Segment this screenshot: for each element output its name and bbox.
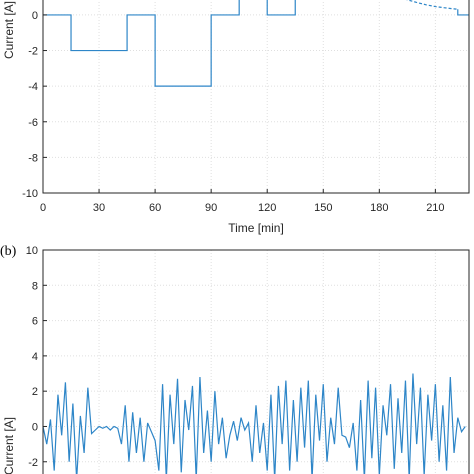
panel-b-lines (42, 373, 466, 474)
panel-b-axes-frame (42, 249, 470, 474)
panel-b-grid (43, 249, 469, 474)
y-tick-label: -2 (28, 46, 38, 58)
x-tick-label: 150 (314, 202, 332, 214)
y-tick-label: 10 (26, 245, 38, 257)
series-line (42, 373, 466, 474)
x-tick-label: 210 (426, 202, 444, 214)
panel-a-y-axis-label: Current [A] (2, 1, 16, 59)
series-line (457, 9, 469, 16)
panel-b: (b) 10 8 6 4 2 0 -2 Current [A] (0, 244, 470, 474)
panel-a-x-axis-label: Time [min] (228, 221, 284, 235)
series-line (406, 0, 458, 10)
x-tick-label: 180 (370, 202, 388, 214)
y-tick-label: 6 (32, 316, 38, 328)
panel-a-y-ticks: -10 -8 -6 -4 -2 0 (22, 10, 47, 200)
y-tick-label: 0 (32, 421, 38, 433)
panel-a-x-ticks: 0 30 60 90 120 150 180 210 (40, 189, 445, 214)
y-tick-label: 8 (32, 280, 38, 292)
panel-a-axes-frame (42, 0, 470, 194)
series-line (43, 0, 296, 87)
y-tick-label: 0 (32, 10, 38, 22)
y-tick-label: 4 (32, 351, 38, 363)
y-tick-label: -6 (28, 117, 38, 129)
x-tick-label: 30 (93, 202, 105, 214)
y-tick-label: -8 (28, 152, 38, 164)
panel-b-y-axis-label: Current [A] (2, 417, 16, 474)
panel-a: -10 -8 -6 -4 -2 0 0 30 60 90 120 150 180 210 Time [m… (2, 0, 470, 235)
panel-a-grid (42, 0, 469, 194)
x-tick-label: 60 (149, 202, 161, 214)
y-tick-label: -2 (28, 457, 38, 469)
x-tick-label: 90 (205, 202, 217, 214)
panel-a-lines (43, 0, 469, 87)
y-tick-label: -10 (22, 188, 38, 200)
y-tick-label: 2 (32, 386, 38, 398)
x-tick-label: 0 (40, 202, 46, 214)
x-tick-label: 120 (258, 202, 276, 214)
panel-b-y-ticks: 10 8 6 4 2 0 -2 (26, 245, 47, 469)
y-tick-label: -4 (28, 81, 38, 93)
panel-b-label: (b) (0, 244, 17, 259)
